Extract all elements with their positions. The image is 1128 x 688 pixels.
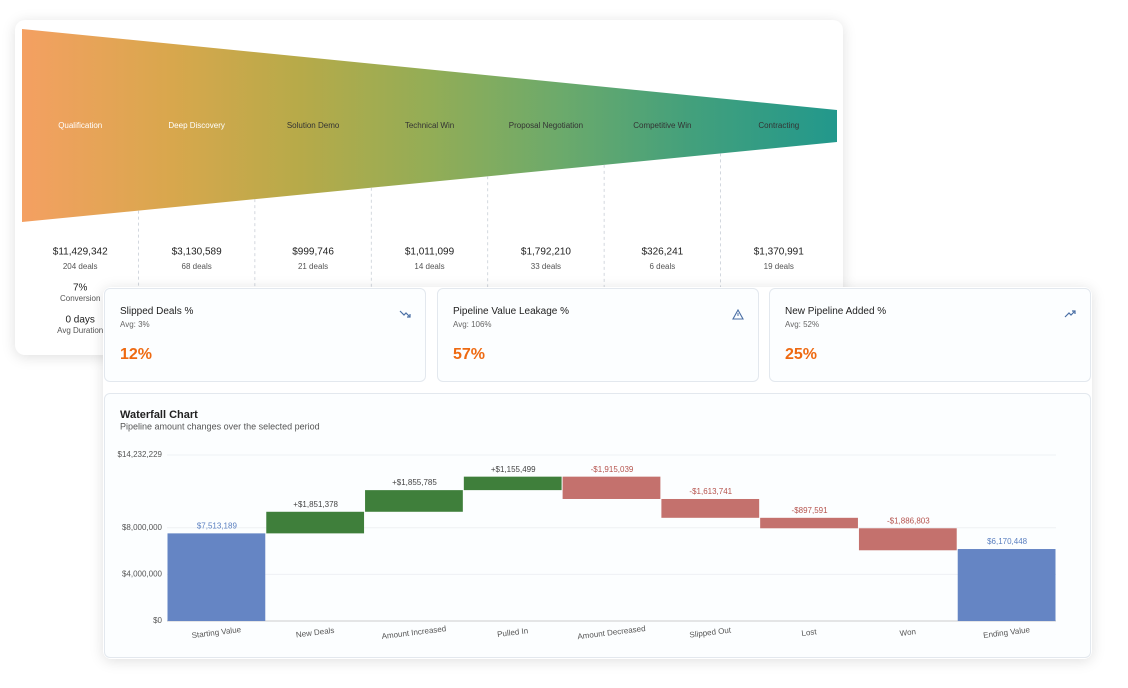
- kpi-avg: Avg: 106%: [453, 320, 492, 329]
- stage-amount: $999,746: [292, 247, 334, 258]
- data-label: -$1,886,803: [887, 516, 930, 525]
- waterfall-bar: [167, 533, 266, 621]
- y-tick-label: $0: [153, 616, 162, 625]
- waterfall-bar: [957, 549, 1056, 621]
- stage-duration-label: Avg Duration: [57, 326, 103, 335]
- data-label: $7,513,189: [197, 521, 238, 530]
- waterfall-bar: [661, 498, 760, 518]
- stage-amount: $1,792,210: [521, 247, 571, 258]
- stage-deals: 21 deals: [298, 262, 328, 271]
- stage-name: Technical Win: [405, 121, 454, 130]
- stage-deals: 14 deals: [414, 262, 444, 271]
- stage-amount: $326,241: [641, 247, 683, 258]
- stage-duration: 0 days: [65, 315, 94, 326]
- kpi-card: Pipeline Value Leakage % Avg: 106% 57%: [437, 288, 759, 382]
- stage-name: Deep Discovery: [168, 121, 224, 130]
- waterfall-bar: [365, 490, 463, 512]
- waterfall-bar: [760, 517, 858, 529]
- x-tick-label: Amount Decreased: [577, 624, 646, 641]
- data-label: +$1,155,499: [491, 465, 536, 474]
- kpi-value: 12%: [120, 346, 153, 363]
- y-tick-label: $14,232,229: [118, 450, 163, 459]
- warning-icon: [732, 309, 744, 320]
- kpi-value: 25%: [785, 346, 818, 363]
- stage-name: Qualification: [58, 121, 102, 130]
- trend-down-icon: [399, 310, 411, 318]
- data-label: +$1,851,378: [293, 500, 338, 509]
- stage-name: Solution Demo: [287, 121, 340, 130]
- stage-deals: 204 deals: [63, 262, 98, 271]
- waterfall-card: Waterfall Chart Pipeline amount changes …: [104, 393, 1091, 658]
- x-tick-label: Won: [899, 627, 916, 638]
- waterfall-bar: [858, 528, 957, 551]
- y-tick-label: $8,000,000: [122, 523, 163, 532]
- stage-deals: 6 deals: [649, 262, 675, 271]
- stage-amount: $11,429,342: [53, 247, 108, 258]
- waterfall-bar: [562, 476, 661, 499]
- stage-conversion: 7%: [73, 283, 88, 294]
- kpi-title: New Pipeline Added %: [785, 306, 887, 317]
- stage-deals: 19 deals: [764, 262, 794, 271]
- kpi-title: Slipped Deals %: [120, 306, 194, 317]
- kpi-avg: Avg: 52%: [785, 320, 820, 329]
- stage-amount: $1,011,099: [405, 247, 455, 258]
- data-label: +$1,855,785: [392, 478, 437, 487]
- x-tick-label: Amount Increased: [381, 624, 447, 641]
- kpi-title: Pipeline Value Leakage %: [453, 306, 570, 317]
- data-label: -$1,613,741: [689, 487, 732, 496]
- stage-deals: 33 deals: [531, 262, 561, 271]
- data-label: -$1,915,039: [591, 465, 634, 474]
- x-tick-label: Ending Value: [983, 625, 1031, 640]
- waterfall-chart: Waterfall Chart Pipeline amount changes …: [118, 409, 1056, 641]
- kpi-value: 57%: [453, 346, 486, 363]
- funnel-shape: [22, 29, 837, 222]
- dashboard-panel: Slipped Deals % Avg: 3% 12% Pipeline Val…: [103, 287, 1092, 659]
- chart-title: Waterfall Chart: [120, 409, 198, 421]
- kpi-card: Slipped Deals % Avg: 3% 12%: [104, 288, 426, 382]
- stage-amount: $3,130,589: [172, 247, 222, 258]
- stage-name: Contracting: [758, 121, 799, 130]
- x-tick-label: Lost: [801, 627, 818, 638]
- stage-conversion-label: Conversion: [60, 294, 100, 303]
- chart-subtitle: Pipeline amount changes over the selecte…: [120, 421, 320, 431]
- x-tick-label: Starting Value: [191, 625, 242, 640]
- trend-up-icon: [1064, 310, 1076, 318]
- stage-amount: $1,370,991: [754, 247, 804, 258]
- kpi-card: New Pipeline Added % Avg: 52% 25%: [769, 288, 1091, 382]
- stage-deals: 68 deals: [182, 262, 212, 271]
- waterfall-bar: [463, 476, 562, 491]
- x-tick-label: Slipped Out: [689, 626, 732, 640]
- stage-name: Proposal Negotiation: [509, 121, 583, 130]
- y-tick-label: $4,000,000: [122, 569, 163, 578]
- x-tick-label: Pulled In: [497, 626, 529, 639]
- x-tick-label: New Deals: [295, 626, 334, 640]
- waterfall-bar: [266, 511, 365, 534]
- data-label: -$897,591: [792, 506, 829, 515]
- kpi-avg: Avg: 3%: [120, 320, 150, 329]
- stage-name: Competitive Win: [633, 121, 691, 130]
- data-label: $6,170,448: [987, 537, 1028, 546]
